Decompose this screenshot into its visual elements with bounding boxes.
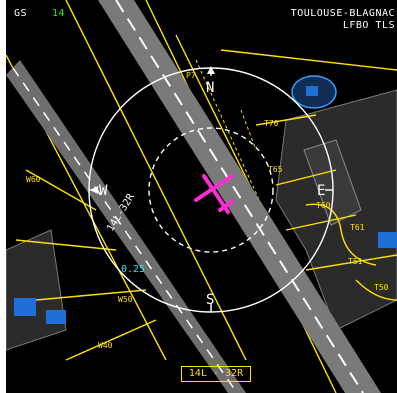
parking-spot [306, 86, 318, 96]
apron-west [6, 229, 67, 351]
selected-runway-box[interactable]: 14L - 32R [181, 366, 251, 382]
west-arrow-icon [90, 186, 98, 194]
compass-north: N [206, 80, 214, 96]
ground-speed-value: 14 [52, 8, 66, 19]
taxiway-markings [195, 59, 267, 216]
runway-centerline [115, 0, 364, 393]
airport-codes: LFBO TLS [342, 20, 395, 31]
range-value: 0.25 [121, 264, 145, 275]
apron-stand-blue-3 [378, 232, 397, 248]
taxiway-label-t60: T60 [316, 201, 331, 210]
aircraft-symbol-icon [194, 174, 234, 214]
taxiway-label-t65: T65 [268, 165, 283, 174]
taxiway-label-t51: T51 [348, 257, 363, 266]
taxiway-label-t50: T50 [374, 283, 389, 292]
airport-map: N S E W 0.25 14L-32R P7 T70 T65 T60 T61 … [6, 0, 397, 393]
taxiway-label-w50: W50 [118, 295, 133, 304]
compass-west: W [99, 183, 108, 199]
apron-stand-blue-2 [46, 310, 66, 324]
ground-speed-label: GS [14, 8, 28, 19]
north-arrow-icon [207, 66, 215, 74]
runway-parallel-centerline [12, 67, 238, 393]
airport-name: TOULOUSE-BLAGNAC [290, 8, 395, 19]
airport-moving-map-display: N S E W 0.25 14L-32R P7 T70 T65 T60 T61 … [6, 0, 397, 393]
taxiway-label-p7: P7 [186, 71, 196, 80]
taxiway-label-w40: W40 [98, 341, 113, 350]
apron-stand-blue [14, 298, 36, 316]
taxiway-label-t61: T61 [350, 223, 365, 232]
inner-range-ring [148, 127, 274, 253]
taxiway-label-t70: T70 [264, 119, 279, 128]
compass-south: S [206, 292, 214, 308]
compass-east: E [317, 183, 325, 199]
taxiway-label-w60: W60 [26, 175, 41, 184]
runway-parallel [6, 60, 246, 393]
